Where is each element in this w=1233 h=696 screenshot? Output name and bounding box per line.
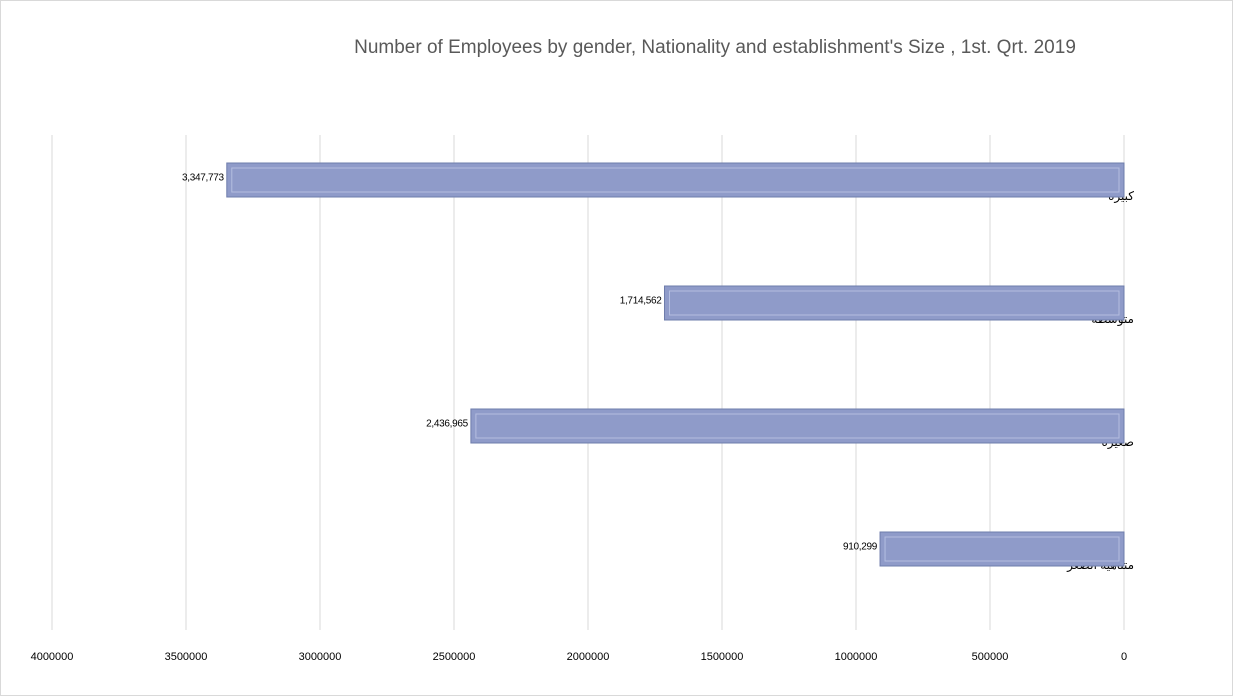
bar-highlight [475, 413, 1120, 439]
data-label: 1,714,562 [620, 296, 663, 307]
bar [879, 531, 1125, 567]
x-tick-label: 3500000 [165, 651, 208, 663]
x-tick-label: 1000000 [835, 651, 878, 663]
x-tick-label: 2500000 [433, 651, 476, 663]
x-tick-label: 4000000 [31, 651, 74, 663]
x-tick-label: 500000 [972, 651, 1009, 663]
x-tick-label: 3000000 [299, 651, 342, 663]
bar [470, 408, 1125, 444]
x-tick-label: 1500000 [701, 651, 744, 663]
bar [226, 162, 1125, 198]
data-label: 3,347,773 [182, 173, 225, 184]
data-label: 910,299 [843, 542, 878, 553]
bar-highlight [231, 167, 1120, 193]
bar [663, 285, 1125, 321]
chart-title: Number of Employees by gender, Nationali… [354, 37, 1076, 58]
data-label: 2,436,965 [426, 419, 469, 430]
x-tick-label: 0 [1121, 651, 1127, 663]
bar-highlight [668, 290, 1120, 316]
bar-highlight [884, 536, 1120, 562]
x-tick-label: 2000000 [567, 651, 610, 663]
